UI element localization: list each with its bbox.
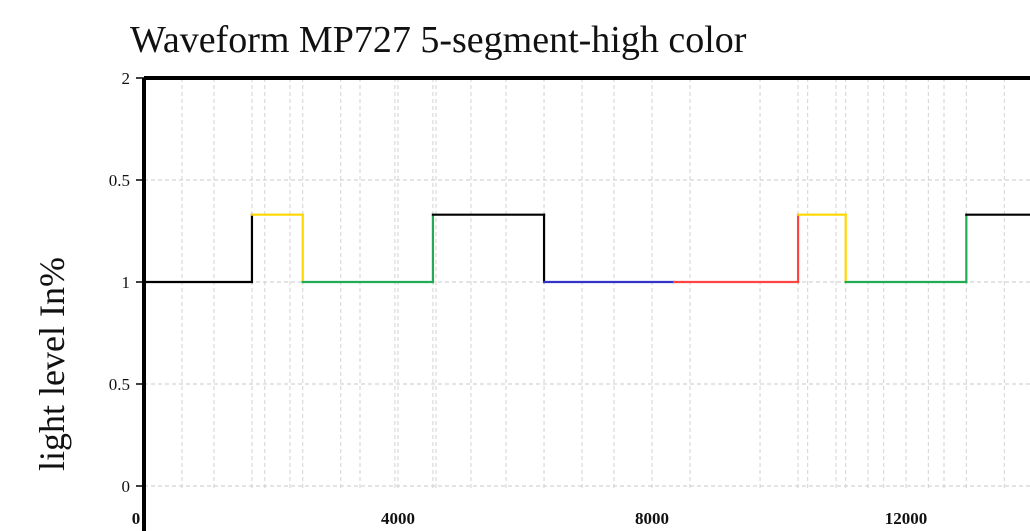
y-tick-label: 0.5 [109, 171, 130, 190]
y-tick-label: 1 [122, 273, 131, 292]
plot-area [136, 76, 1030, 531]
y-tick-label: 2 [122, 69, 131, 88]
y-tick-label: 0 [122, 477, 131, 496]
y-tick-label: 0.5 [109, 375, 130, 394]
x-tick-labels: 0400080001200016000 [132, 509, 928, 528]
y-tick-labels: 2 0.5 1 0.5 0 [109, 69, 130, 496]
x-tick-label: 12000 [885, 509, 928, 528]
grid [144, 78, 1030, 490]
x-tick-label: 8000 [635, 509, 669, 528]
x-tick-label: 4000 [381, 509, 415, 528]
x-tick-label: 0 [132, 509, 141, 528]
y-axis-label: light level In% [32, 257, 72, 471]
chart-title: Waveform MP727 5-segment-high color [130, 19, 747, 61]
